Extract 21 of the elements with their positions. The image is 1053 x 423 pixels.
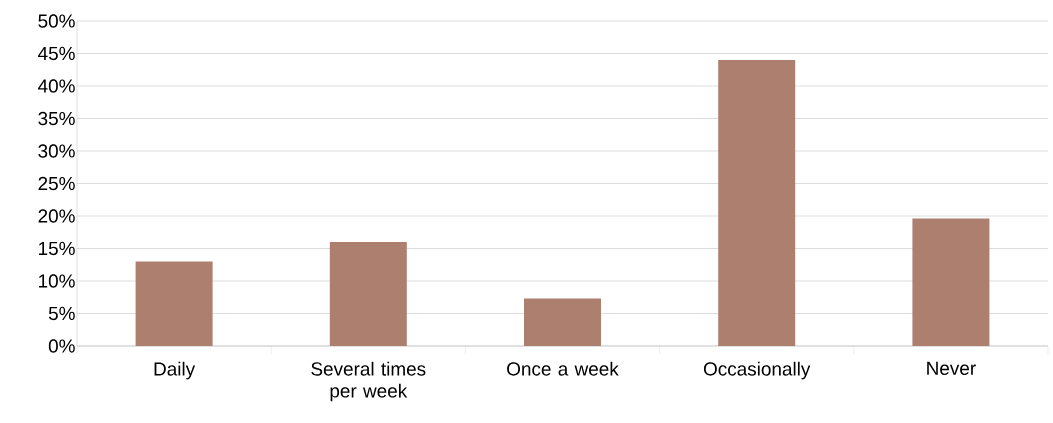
- y-tick-label: 45%: [38, 46, 75, 61]
- y-tick-label: 35%: [38, 111, 75, 126]
- x-tick-label: Several times per week: [311, 361, 426, 402]
- bar: [912, 218, 990, 346]
- y-tick-label: 0%: [48, 339, 75, 353]
- x-tick-label: Occasionally: [703, 361, 811, 380]
- x-tick-label: Daily: [154, 361, 196, 380]
- y-tick-label: 30%: [38, 144, 75, 158]
- bar: [718, 60, 796, 346]
- y-tick-label: 15%: [39, 241, 75, 256]
- bar: [329, 242, 407, 346]
- y-tick-label: 25%: [38, 176, 75, 191]
- y-tick-label: 20%: [38, 209, 75, 223]
- y-tick-label: 50%: [38, 14, 75, 28]
- x-tick-label: Once a week: [507, 361, 619, 376]
- y-tick-label: 5%: [48, 306, 75, 321]
- y-tick-label: 40%: [38, 79, 75, 93]
- bar: [135, 261, 213, 346]
- y-tick-label: 10%: [39, 274, 75, 288]
- x-tick-label: Never: [927, 361, 976, 375]
- bar: [524, 298, 601, 346]
